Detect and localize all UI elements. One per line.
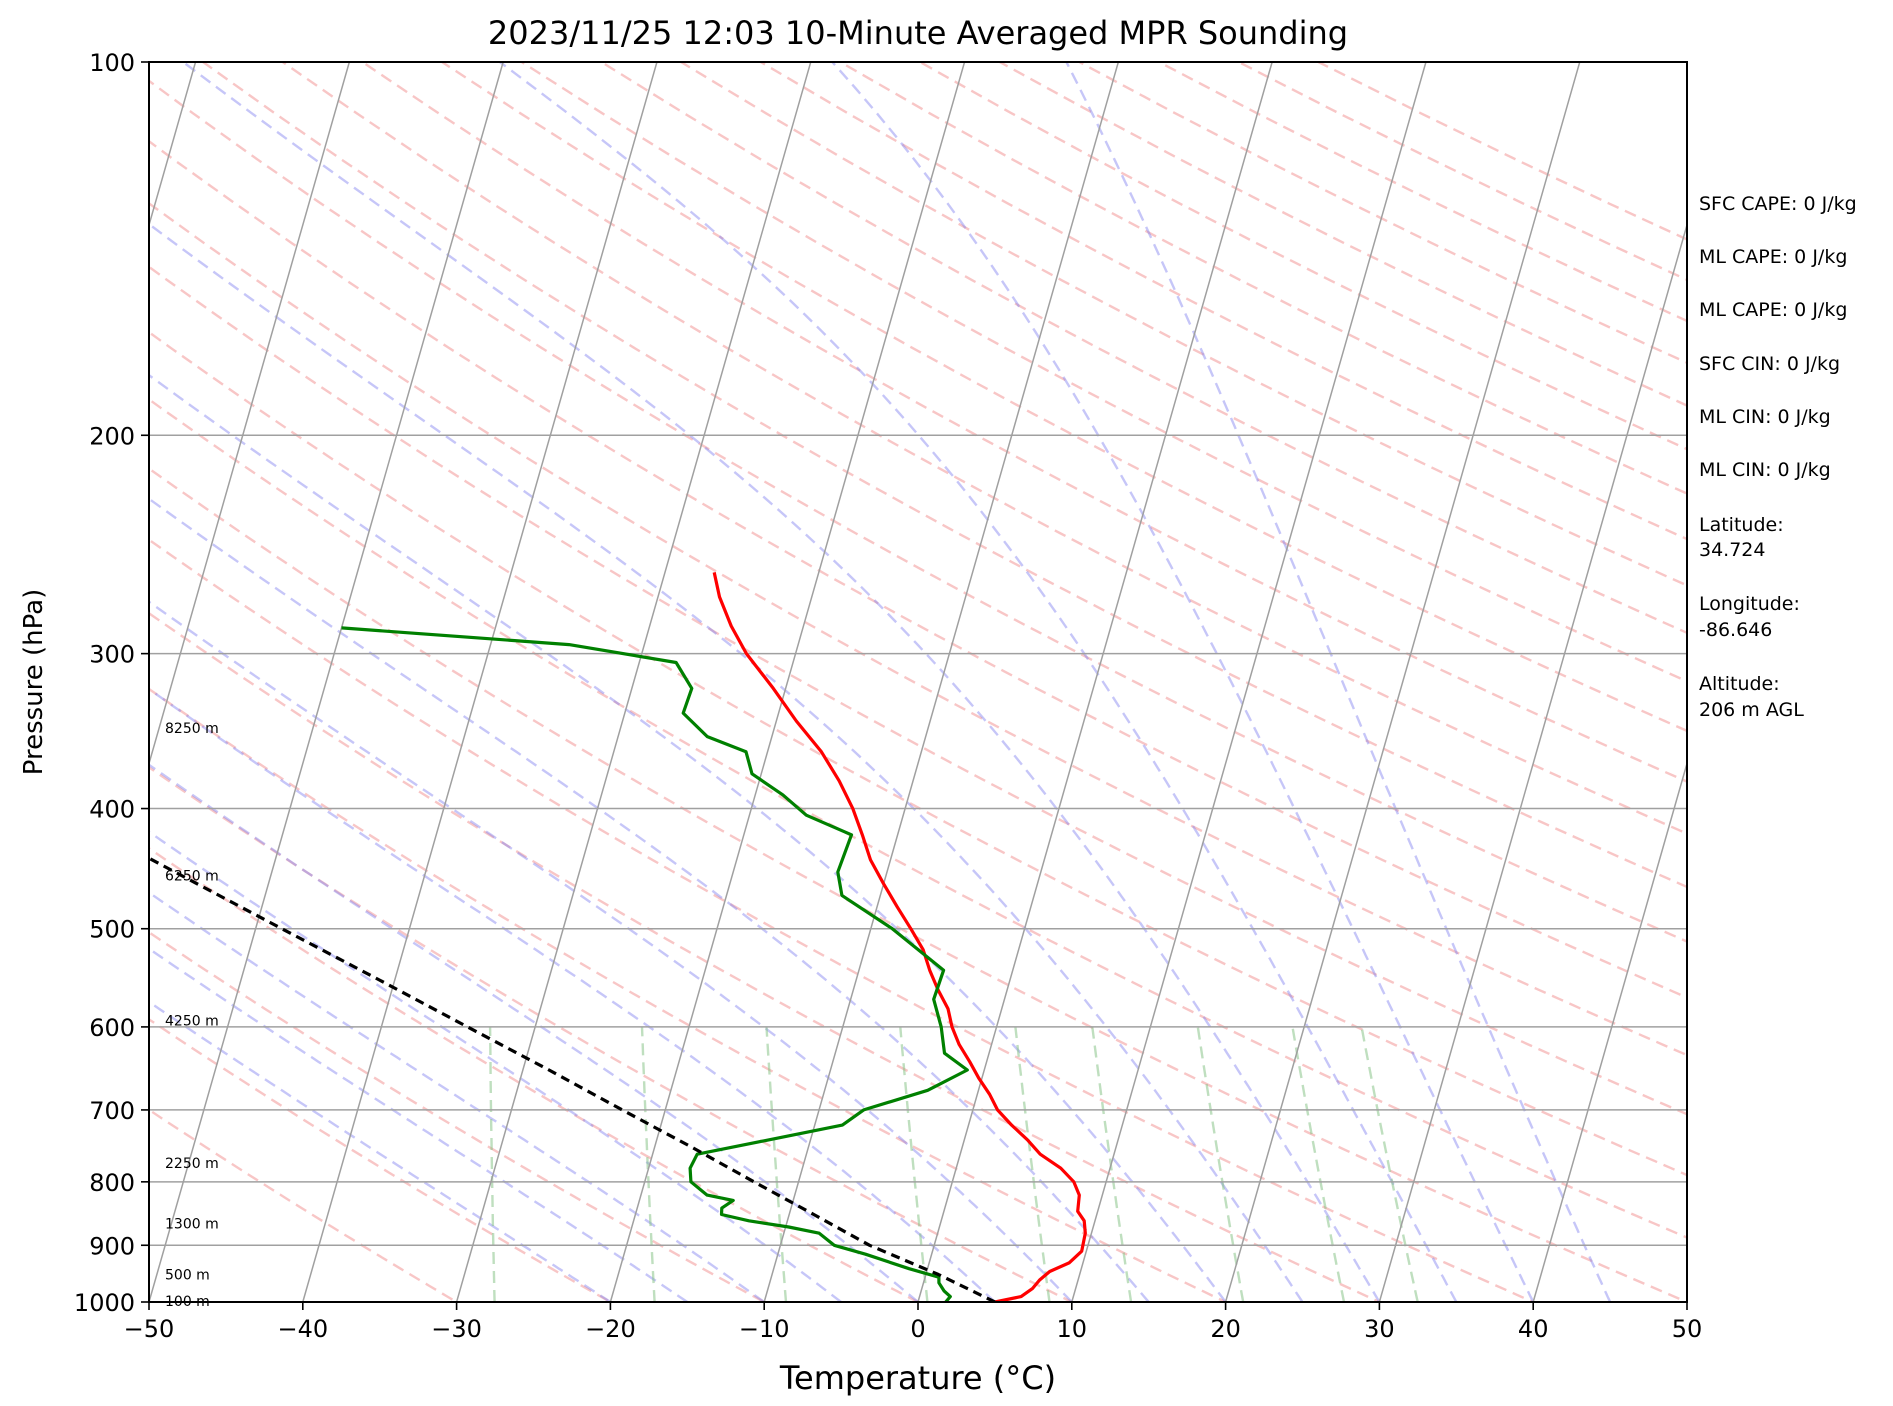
y-tick-label: 900 <box>89 1232 135 1260</box>
moist-adiabat <box>831 62 1535 1302</box>
y-axis-label: Pressure (hPa) <box>19 589 49 776</box>
isotherm <box>609 62 966 1302</box>
y-tick-label: 400 <box>89 796 135 824</box>
y-tick-label: 100 <box>89 49 135 77</box>
moist-adiabat <box>1065 62 1612 1302</box>
moist-adiabat <box>149 1000 612 1302</box>
latitude-label: Latitude: <box>1699 514 1784 536</box>
ml-cape-text: ML CAPE: 0 J/kg <box>1699 246 1847 268</box>
dry-adiabat <box>149 467 1687 1302</box>
dry-adiabat <box>149 538 1537 1302</box>
isotherm <box>1532 760 1687 1302</box>
isotherm <box>1378 222 1687 1302</box>
x-tick-label: 20 <box>1210 1315 1241 1343</box>
dewpoint-profile <box>341 626 969 1302</box>
altitude-label: Altitude: <box>1699 673 1780 695</box>
dry-adiabat <box>149 265 1687 1116</box>
height-label: 2250 m <box>165 1156 219 1172</box>
moist-adiabat <box>149 600 1073 1302</box>
dry-adiabat <box>149 1017 613 1302</box>
y-axis-ticks: 1000 900 800 700 600 500 400 300 200 100 <box>74 49 149 1317</box>
ml-cin-text: ML CIN: 0 J/kg <box>1699 406 1831 428</box>
dry-adiabat <box>149 611 1383 1302</box>
isotherm <box>302 62 658 1302</box>
x-tick-label: 40 <box>1518 1315 1549 1343</box>
dry-adiabat <box>361 62 1687 783</box>
dry-adiabat <box>149 201 1687 1057</box>
height-label: 6250 m <box>165 869 219 885</box>
dry-adiabat <box>149 139 1687 999</box>
x-axis-ticks: −50 −40 −30 −20 −10 0 10 20 30 40 50 <box>124 1302 1703 1343</box>
y-tick-label: 300 <box>89 641 135 669</box>
moist-adiabat <box>499 62 1458 1302</box>
x-tick-label: 10 <box>1057 1315 1088 1343</box>
dry-adiabat <box>149 765 1075 1302</box>
moist-adiabat <box>149 763 919 1302</box>
height-label: 4250 m <box>165 1013 219 1029</box>
height-label: 8250 m <box>165 721 219 737</box>
isotherm <box>455 62 812 1302</box>
y-tick-label: 800 <box>89 1169 135 1197</box>
x-tick-label: −50 <box>124 1315 175 1343</box>
latitude-value: 34.724 <box>1699 539 1765 561</box>
x-tick-label: −30 <box>431 1315 482 1343</box>
moist-adiabat <box>149 891 765 1302</box>
y-tick-label: 1000 <box>74 1289 135 1317</box>
longitude-value: -86.646 <box>1699 619 1772 641</box>
sounding-lines <box>149 572 1087 1302</box>
longitude-label: Longitude: <box>1699 593 1800 615</box>
dry-adiabat <box>149 397 1687 1239</box>
sfc-cape-text: SFC CAPE: 0 J/kg <box>1699 193 1857 215</box>
side-panel: SFC CAPE: 0 J/kg ML CAPE: 0 J/kg ML CAPE… <box>1699 193 1857 721</box>
background-lines <box>149 62 1687 1302</box>
y-tick-label: 500 <box>89 916 135 944</box>
parcel-profile <box>149 856 996 1302</box>
isotherm <box>149 62 504 1302</box>
altitude-value: 206 m AGL <box>1699 699 1804 721</box>
moist-adiabat <box>149 222 1304 1302</box>
x-tick-label: 50 <box>1672 1315 1703 1343</box>
x-tick-label: −10 <box>739 1315 790 1343</box>
ml-cin-text-2: ML CIN: 0 J/kg <box>1699 459 1831 481</box>
y-tick-label: 200 <box>89 422 135 450</box>
dry-adiabat <box>149 330 1687 1177</box>
dry-adiabat <box>202 62 1687 889</box>
dry-adiabat <box>680 62 1687 587</box>
x-tick-label: 0 <box>910 1315 925 1343</box>
moist-adiabat <box>149 497 1150 1302</box>
moist-adiabat <box>182 62 1381 1302</box>
height-label: 1300 m <box>165 1217 219 1233</box>
y-tick-label: 700 <box>89 1097 135 1125</box>
moist-adiabat <box>149 947 688 1302</box>
dry-adiabat <box>149 1108 459 1302</box>
moist-adiabat <box>149 830 842 1302</box>
temperature-profile <box>712 572 1087 1302</box>
x-tick-label: −20 <box>585 1315 636 1343</box>
x-tick-label: −40 <box>277 1315 328 1343</box>
ml-cape-text-2: ML CAPE: 0 J/kg <box>1699 299 1847 321</box>
dry-adiabat <box>149 687 1229 1302</box>
isotherm <box>1224 62 1581 1302</box>
chart-title: 2023/11/25 12:03 10-Minute Averaged MPR … <box>488 14 1348 52</box>
sfc-cin-text: SFC CIN: 0 J/kg <box>1699 353 1840 375</box>
isotherm <box>763 62 1120 1302</box>
x-tick-label: 30 <box>1364 1315 1395 1343</box>
moist-adiabat <box>149 373 1227 1302</box>
isotherm <box>917 62 1273 1302</box>
isotherm <box>149 62 351 767</box>
isotherm <box>1071 62 1427 1302</box>
x-axis-label: Temperature (°C) <box>779 1359 1056 1397</box>
height-label: 500 m <box>165 1268 210 1284</box>
dry-adiabat <box>521 62 1687 683</box>
dry-adiabat <box>149 846 921 1302</box>
y-tick-label: 600 <box>89 1014 135 1042</box>
